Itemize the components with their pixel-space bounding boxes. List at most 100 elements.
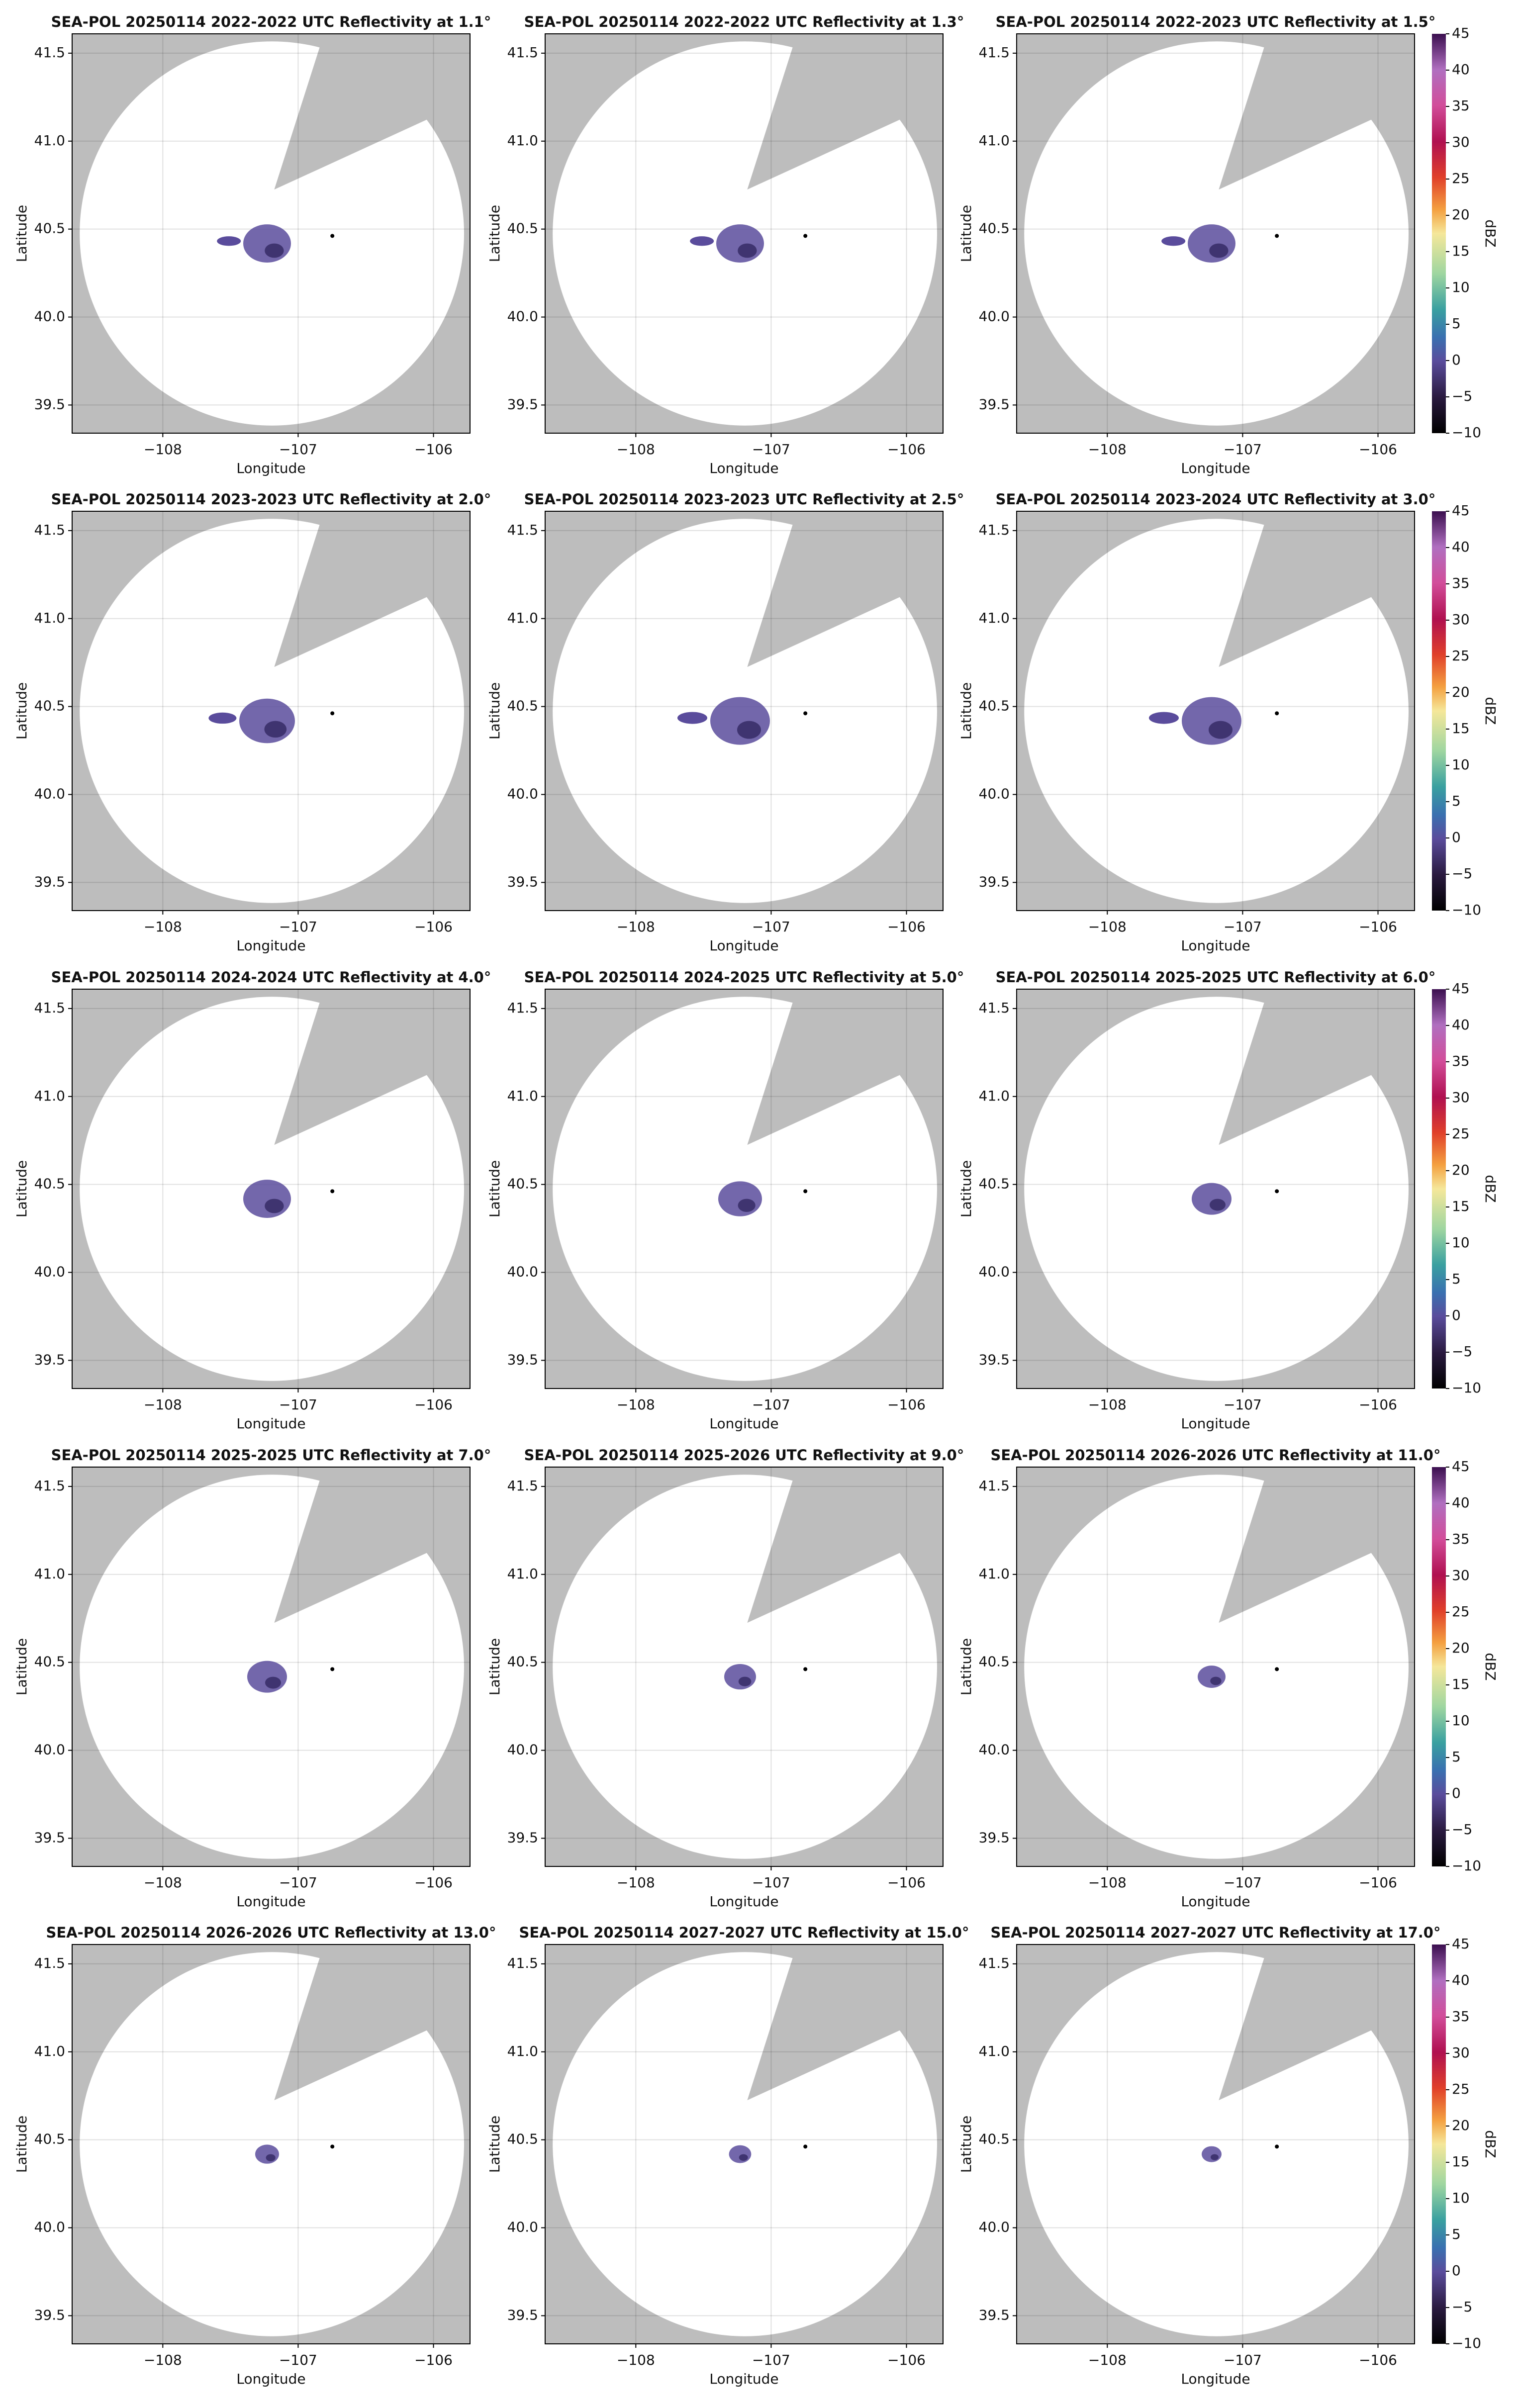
colorbar-tick-label: 35: [1452, 97, 1470, 114]
echo: [738, 1676, 752, 1686]
x-tick-label: −107: [1224, 1874, 1262, 1891]
echo: [1198, 1666, 1226, 1688]
colorbar-tick-label: −5: [1452, 2299, 1472, 2315]
colorbar-tick-label: 5: [1452, 793, 1461, 809]
x-tick-label: −108: [144, 919, 182, 935]
colorbar-tick-label: 20: [1452, 1162, 1470, 1178]
subplot: −108 −107 −106 39.5 40.0 40.5 41.0 41.5 SEA-POL …: [13, 1447, 491, 1910]
colorbar-tick-label: −10: [1452, 2335, 1481, 2351]
x-tick-label: −106: [414, 919, 453, 935]
y-axis-label: Latitude: [486, 1160, 503, 1217]
x-tick-label: −107: [279, 441, 317, 458]
y-tick-label: 40.0: [34, 1264, 65, 1280]
y-tick-label: 41.0: [34, 132, 65, 149]
x-tick-label: −107: [1224, 441, 1262, 458]
plot-frame: [1016, 511, 1415, 911]
y-tick-label: 40.5: [507, 1176, 538, 1192]
blocked-sector: [274, 1001, 430, 1145]
colorbar-tick-label: 25: [1452, 2081, 1470, 2097]
x-axis-label: Longitude: [1181, 1415, 1250, 1432]
x-tick-label: −108: [144, 2352, 182, 2368]
y-tick-label: 41.0: [507, 610, 538, 626]
x-tick-label: −106: [1359, 441, 1397, 458]
echo: [1182, 697, 1241, 745]
colorbar: [1432, 34, 1446, 433]
y-axis-label: Latitude: [958, 1638, 974, 1695]
x-axis-label: Longitude: [709, 460, 778, 476]
plot-area: [545, 1467, 943, 1866]
echo: [1210, 1199, 1226, 1211]
y-tick-label: 41.5: [507, 44, 538, 61]
echo: [1161, 236, 1186, 246]
plot-area: [72, 34, 470, 433]
subplot: −108 −107 −106 39.5 40.0 40.5 41.0 41.5 SEA-POL …: [958, 969, 1499, 1432]
y-tick-label: 41.0: [979, 1566, 1010, 1582]
chart-title: SEA-POL 20250114 2024-2024 UTC Reflectiv…: [51, 969, 491, 986]
echo: [1202, 2146, 1222, 2162]
site-marker: [803, 1667, 808, 1671]
y-tick-label: 41.5: [979, 1955, 1010, 1971]
chart-title: SEA-POL 20250114 2026-2026 UTC Reflectiv…: [991, 1447, 1441, 1464]
colorbar-tick-label: −10: [1452, 1380, 1481, 1396]
x-tick-label: −106: [1359, 1874, 1397, 1891]
x-tick-label: −107: [1224, 1396, 1262, 1413]
colorbar-tick-label: 40: [1452, 1494, 1470, 1511]
colorbar-tick-label: 40: [1452, 1972, 1470, 1988]
y-tick-label: 40.0: [979, 786, 1010, 802]
colorbar-tick-label: 40: [1452, 1017, 1470, 1033]
plot-frame: [72, 1944, 471, 2344]
echo: [1209, 721, 1232, 739]
colorbar-tick-label: −10: [1452, 902, 1481, 918]
x-tick-label: −108: [617, 441, 655, 458]
echo: [265, 243, 284, 258]
subplot: −108 −107 −106 39.5 40.0 40.5 41.0 41.5 SEA-POL …: [13, 13, 491, 476]
y-tick-label: 41.0: [979, 610, 1010, 626]
plot-area: [1017, 989, 1415, 1389]
y-tick-label: 41.5: [507, 1478, 538, 1494]
subplot: −108 −107 −106 39.5 40.0 40.5 41.0 41.5 SEA-POL …: [958, 1447, 1499, 1910]
echo: [243, 224, 291, 263]
colorbar-tick-label: 20: [1452, 206, 1470, 223]
colorbar-tick-label: 20: [1452, 684, 1470, 700]
y-tick-label: 41.0: [979, 1088, 1010, 1104]
x-tick-label: −106: [887, 919, 926, 935]
x-tick-label: −106: [1359, 1396, 1397, 1413]
y-axis-label: Latitude: [486, 682, 503, 740]
colorbar-tick-label: 30: [1452, 2044, 1470, 2061]
plot-frame: [72, 511, 471, 911]
y-tick-label: 40.0: [34, 308, 65, 325]
colorbar-tick-label: 20: [1452, 1640, 1470, 1656]
y-tick-label: 40.5: [979, 698, 1010, 714]
chart-title: SEA-POL 20250114 2022-2022 UTC Reflectiv…: [524, 13, 964, 30]
y-tick-label: 40.5: [34, 1176, 65, 1192]
y-tick-label: 41.5: [507, 522, 538, 538]
echo: [208, 712, 237, 724]
colorbar-tick-label: 30: [1452, 611, 1470, 628]
chart-title: SEA-POL 20250114 2025-2026 UTC Reflectiv…: [524, 1447, 964, 1464]
colorbar: [1432, 511, 1446, 911]
colorbar-tick-label: 10: [1452, 279, 1470, 295]
echo: [239, 698, 295, 743]
subplot: −108 −107 −106 39.5 40.0 40.5 41.0 41.5 SEA-POL …: [13, 969, 491, 1432]
y-tick-label: 41.5: [979, 44, 1010, 61]
echo: [265, 1676, 281, 1689]
chart-title: SEA-POL 20250114 2022-2022 UTC Reflectiv…: [51, 13, 491, 30]
y-tick-label: 40.0: [507, 1264, 538, 1280]
blocked-sector: [1219, 1001, 1375, 1145]
plot-frame: [72, 33, 471, 434]
y-tick-label: 39.5: [34, 1829, 65, 1846]
blocked-sector: [1219, 46, 1375, 190]
echo: [264, 721, 287, 738]
y-tick-label: 40.5: [979, 2131, 1010, 2147]
x-tick-label: −107: [752, 441, 790, 458]
echo: [1192, 1183, 1232, 1215]
site-marker: [330, 711, 335, 716]
colorbar-tick-label: 35: [1452, 1053, 1470, 1069]
blocked-sector: [274, 523, 430, 667]
plot-frame: [72, 989, 471, 1389]
site-marker: [330, 234, 335, 238]
y-tick-label: 39.5: [979, 1829, 1010, 1846]
echo: [739, 2154, 748, 2161]
y-tick-label: 40.5: [979, 1654, 1010, 1670]
colorbar-tick-label: 5: [1452, 1749, 1461, 1765]
